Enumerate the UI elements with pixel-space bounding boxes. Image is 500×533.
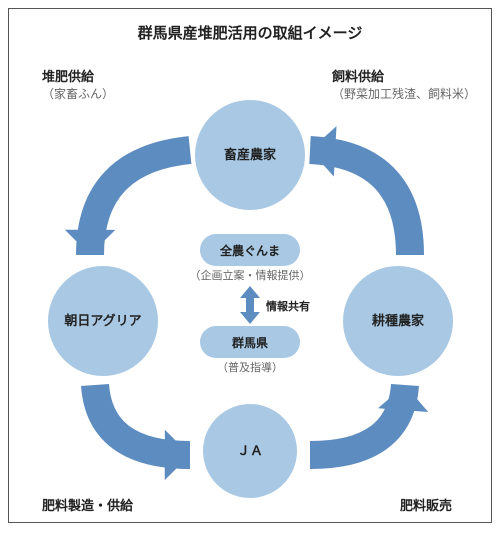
node-asahi-label: 朝日アグリア [64,313,141,329]
node-ja-label: ＪＡ [237,443,263,459]
caption-fert_sell-title: 肥料販売 [400,497,452,515]
center-upper-sub: （企画立案・情報提供） [175,269,325,284]
caption-supply_feed-sub: （野菜加工残渣、飼料米） [332,86,476,102]
node-crop: 耕種農家 [343,266,453,376]
diagram-stage: 群馬県産堆肥活用の取組イメージ 畜産農家朝日アグリア ＪＡ 耕種農家 全農ぐんま （企… [0,0,500,533]
center-lower: 群馬県 [200,326,300,358]
caption-fert_make-title: 肥料製造・供給 [42,497,133,515]
caption-supply_compost-sub: （家畜ふん） [42,86,114,102]
caption-supply_feed-title: 飼料供給 [332,68,476,86]
diagram-title: 群馬県産堆肥活用の取組イメージ [0,22,500,43]
caption-fert_sell: 肥料販売 [400,497,452,515]
caption-supply_compost: 堆肥供給（家畜ふん） [42,68,114,102]
center-share-label: 情報共有 [266,298,310,314]
node-crop-label: 耕種農家 [372,313,424,329]
node-livestock-label: 畜産農家 [224,147,276,163]
node-asahi: 朝日アグリア [48,266,158,376]
node-ja: ＪＡ [203,404,297,498]
node-livestock: 畜産農家 [195,100,305,210]
center-upper: 全農ぐんま [200,234,300,266]
center-lower-sub: （普及指導） [175,361,325,376]
caption-supply_feed: 飼料供給（野菜加工残渣、飼料米） [332,68,476,102]
caption-fert_make: 肥料製造・供給 [42,497,133,515]
caption-supply_compost-title: 堆肥供給 [42,68,114,86]
